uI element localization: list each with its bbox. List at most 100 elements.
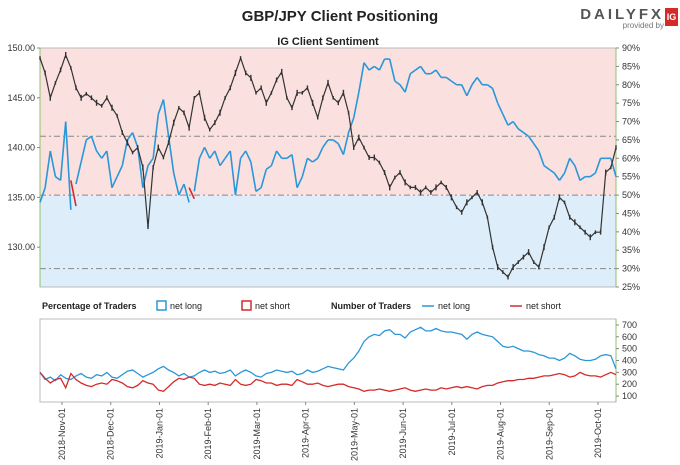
- net-long-segment: [409, 69, 416, 75]
- legend-num-long-label: net long: [438, 301, 470, 311]
- net-long-segment: [399, 84, 406, 93]
- net-long-segment: [306, 157, 314, 163]
- legend-number-title: Number of Traders: [331, 301, 411, 311]
- right-tick-label: 30%: [622, 264, 640, 274]
- traders-net-long-line: [39, 326, 617, 382]
- net-short-segment: [188, 187, 196, 200]
- x-tick-label: 2019-Oct-01: [593, 408, 603, 458]
- left-tick-label: 150.00: [7, 43, 35, 53]
- net-long-segment: [512, 121, 519, 130]
- net-long-segment: [594, 158, 602, 174]
- right-tick-label: 60%: [622, 153, 640, 163]
- traders-frame: [39, 318, 617, 403]
- net-long-segment: [538, 150, 545, 166]
- net-long-segment: [162, 99, 170, 137]
- net-long-segment: [507, 120, 514, 126]
- net-long-segment: [49, 150, 57, 177]
- net-long-segment: [378, 58, 386, 71]
- net-long-segment: [388, 58, 396, 82]
- right-tick-label: 90%: [622, 43, 640, 53]
- short-zone-fill: [40, 48, 616, 196]
- brand-subtitle: provided by: [622, 21, 664, 30]
- net-long-segment: [121, 139, 129, 166]
- net-long-segment: [106, 150, 113, 188]
- net-long-segment: [270, 150, 278, 166]
- net-long-segment: [548, 168, 555, 174]
- net-long-segment: [286, 153, 293, 159]
- net-long-segment: [209, 150, 216, 159]
- net-long-segment: [316, 146, 324, 159]
- legend-short-swatch: [241, 300, 252, 311]
- net-long-segment: [157, 99, 165, 115]
- net-long-segment: [558, 172, 566, 181]
- net-long-segment: [111, 176, 118, 189]
- net-long-segment: [244, 150, 252, 163]
- x-tick-label: 2019-Jul-01: [447, 408, 457, 456]
- net-long-segment: [610, 158, 617, 177]
- legend-percentage-title: Percentage of Traders: [42, 301, 137, 311]
- right-tick-label: 70%: [622, 117, 640, 127]
- net-long-segment: [352, 91, 360, 119]
- net-long-segment: [435, 69, 442, 78]
- net-long-segment: [419, 65, 427, 75]
- right-tick-label: 25%: [622, 282, 640, 292]
- net-long-segment: [291, 154, 298, 188]
- x-tick-label: 2018-Nov-01: [57, 408, 67, 460]
- net-long-segment: [358, 62, 365, 93]
- net-short-segment: [70, 180, 77, 207]
- legend-num-short-label: net short: [526, 301, 562, 311]
- net-long-segment: [193, 158, 201, 192]
- net-long-segment: [95, 150, 103, 159]
- x-tick-label: 2019-Mar-01: [252, 408, 262, 460]
- net-long-segment: [394, 80, 401, 86]
- net-long-segment: [301, 158, 309, 177]
- net-long-segment: [183, 183, 190, 203]
- net-long-segment: [517, 128, 524, 134]
- net-long-segment: [64, 121, 72, 210]
- net-long-segment: [75, 161, 82, 185]
- net-long-segment: [363, 62, 370, 71]
- net-long-segment: [90, 135, 98, 152]
- net-long-segment: [404, 73, 412, 93]
- net-long-segment: [172, 172, 180, 196]
- net-long-segment: [332, 139, 339, 145]
- legend-pct-short-label: net short: [255, 301, 291, 311]
- net-long-segment: [368, 65, 375, 71]
- x-tick-label: 2019-May-01: [349, 408, 359, 461]
- net-long-segment: [563, 158, 571, 174]
- x-tick-label: 2019-Feb-01: [203, 408, 213, 460]
- net-long-segment: [275, 150, 283, 159]
- x-tick-label: 2019-Sep-01: [544, 408, 554, 460]
- net-long-segment: [234, 158, 242, 196]
- net-long-segment: [178, 183, 185, 196]
- net-long-segment: [491, 88, 499, 104]
- right-tick-label: 65%: [622, 135, 640, 145]
- net-long-segment: [116, 165, 124, 178]
- right-tick-label: 80%: [622, 80, 640, 90]
- net-long-segment: [322, 139, 329, 148]
- net-long-segment: [414, 65, 422, 71]
- net-long-segment: [224, 150, 231, 159]
- net-long-segment: [553, 172, 561, 181]
- net-long-segment: [219, 157, 226, 167]
- net-long-segment: [250, 161, 257, 192]
- net-long-segment: [260, 169, 268, 188]
- left-tick-label: 130.00: [7, 242, 35, 252]
- net-long-segment: [496, 102, 504, 115]
- net-long-segment: [265, 165, 272, 170]
- net-long-segment: [430, 69, 437, 75]
- x-axis: 2018-Nov-01 2018-Dec-01 2019-Jan-01 2019-Fe…: [57, 402, 603, 461]
- net-long-segment: [59, 121, 67, 181]
- net-long-segment: [579, 176, 586, 182]
- net-long-segment: [136, 147, 144, 188]
- net-long-segment: [229, 150, 237, 196]
- net-long-segment: [486, 84, 494, 90]
- traders-tick-label: 400: [622, 356, 637, 366]
- net-long-segment: [337, 143, 345, 155]
- x-tick-label: 2018-Dec-01: [106, 408, 116, 460]
- net-long-segment: [445, 76, 452, 82]
- traders-tick-label: 300: [622, 367, 637, 377]
- net-long-segment: [147, 157, 154, 167]
- net-long-segment: [85, 135, 92, 141]
